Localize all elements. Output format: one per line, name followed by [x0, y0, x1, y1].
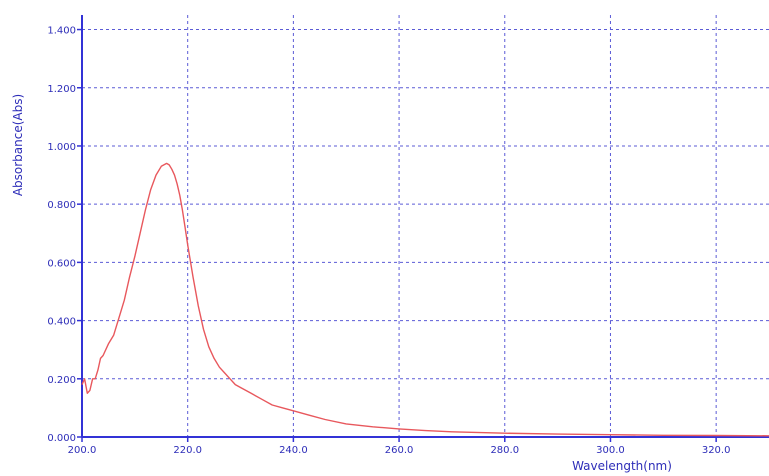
x-tick-label-2: 240.0	[279, 445, 308, 456]
series-layer	[81, 162, 769, 437]
y-tick-label-0: 0.000	[47, 433, 76, 444]
y-tick-label-3: 0.600	[47, 258, 76, 269]
x-tick-label-1: 220.0	[173, 445, 202, 456]
y-axis-label: Absorbance(Abs)	[11, 94, 25, 196]
x-tick-label-3: 260.0	[385, 445, 414, 456]
y-tick-label-6: 1.200	[47, 84, 76, 95]
y-tick-label-4: 0.800	[47, 200, 76, 211]
x-tick-label-4: 280.0	[490, 445, 519, 456]
series-line-0	[81, 162, 769, 437]
x-tick-label-0: 200.0	[68, 445, 97, 456]
y-tick-label-5: 1.000	[47, 142, 76, 153]
x-tick-label-6: 320.0	[702, 445, 731, 456]
x-tick-label-5: 300.0	[596, 445, 625, 456]
axes	[77, 15, 769, 442]
y-tick-label-7: 1.400	[47, 26, 76, 37]
x-axis-label: Wavelength(nm)	[572, 459, 672, 473]
grid-lines	[82, 15, 769, 437]
y-tick-label-1: 0.200	[47, 375, 76, 386]
y-tick-label-2: 0.400	[47, 317, 76, 328]
tick-labels: 0.000 0.200 0.400 0.600 0.800 1.000 1.200 1.400…	[47, 26, 730, 456]
